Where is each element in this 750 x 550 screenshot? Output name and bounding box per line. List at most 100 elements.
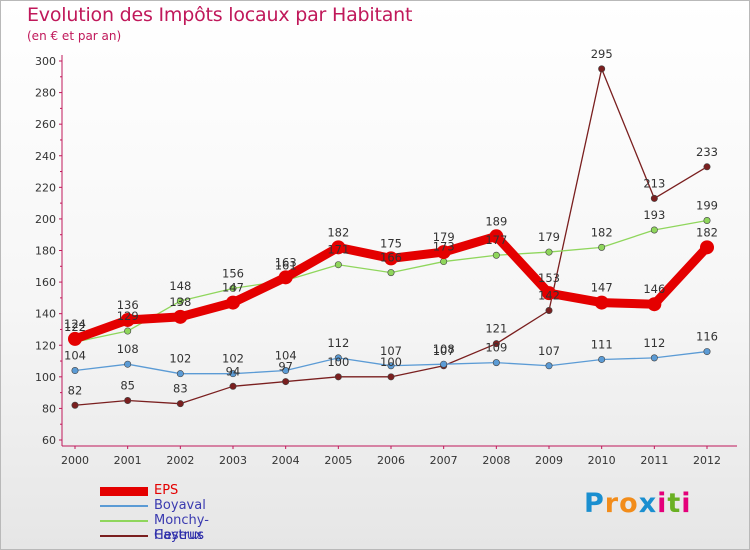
- legend-label: Hestrus: [154, 528, 205, 543]
- data-point-boyaval: [440, 360, 448, 368]
- data-label-eps: 146: [643, 282, 665, 296]
- data-point-eps: [173, 309, 188, 324]
- logo-letter: r: [604, 488, 620, 519]
- data-label-monchy-cayeux: 156: [222, 266, 244, 280]
- data-point-boyaval: [598, 355, 606, 363]
- x-tick-label: 2005: [324, 454, 352, 467]
- data-point-hestrus: [176, 400, 184, 408]
- chart-subtitle: (en € et par an): [27, 29, 122, 43]
- data-label-monchy-cayeux: 171: [327, 243, 349, 257]
- legend-label: EPS: [154, 483, 179, 498]
- data-point-eps: [384, 251, 398, 266]
- data-label-boyaval: 104: [275, 349, 297, 363]
- y-tick-label: 240: [35, 150, 56, 163]
- logo-letter: P: [584, 488, 605, 519]
- logo-letter: t: [667, 488, 682, 519]
- data-point-eps: [226, 295, 240, 310]
- data-label-hestrus: 83: [173, 382, 188, 396]
- data-label-monchy-cayeux: 129: [117, 309, 139, 323]
- data-point-eps: [120, 312, 135, 327]
- y-tick-label: 80: [42, 402, 56, 415]
- data-label-eps: 182: [696, 225, 718, 239]
- data-point-eps: [489, 229, 504, 244]
- data-label-boyaval: 108: [433, 342, 455, 356]
- x-tick-label: 2008: [482, 454, 510, 467]
- logo-letter: o: [619, 488, 639, 519]
- x-tick-label: 2003: [219, 454, 247, 467]
- data-label-eps: 175: [380, 236, 402, 250]
- y-tick-label: 300: [35, 55, 56, 68]
- data-label-hestrus: 97: [278, 360, 293, 374]
- data-label-hestrus: 142: [538, 289, 560, 303]
- data-label-boyaval: 112: [327, 336, 349, 350]
- x-tick-label: 2002: [166, 454, 194, 467]
- data-point-boyaval: [387, 362, 395, 370]
- logo-letter: i: [657, 488, 668, 519]
- y-tick-label: 100: [35, 371, 56, 384]
- data-label-monchy-cayeux: 182: [591, 225, 613, 239]
- data-label-hestrus: 100: [327, 355, 349, 369]
- x-tick-label: 2007: [430, 454, 458, 467]
- x-tick-label: 2010: [588, 454, 616, 467]
- data-label-eps: 189: [485, 214, 507, 228]
- data-label-hestrus: 295: [591, 47, 613, 61]
- x-tick-label: 2000: [61, 454, 89, 467]
- data-label-hestrus: 94: [226, 364, 241, 378]
- data-point-monchy-cayeux: [440, 258, 448, 266]
- data-point-boyaval: [124, 360, 132, 368]
- data-label-monchy-cayeux: 177: [485, 233, 507, 247]
- data-label-monchy-cayeux: 193: [643, 208, 665, 222]
- data-point-hestrus: [598, 65, 606, 73]
- data-label-eps: 163: [275, 255, 297, 269]
- data-label-monchy-cayeux: 199: [696, 198, 718, 212]
- data-point-boyaval: [650, 354, 658, 362]
- legend-swatch: [100, 520, 148, 522]
- y-tick-label: 160: [35, 276, 56, 289]
- data-label-boyaval: 102: [169, 352, 191, 366]
- data-point-boyaval: [282, 367, 290, 375]
- data-point-eps: [278, 270, 293, 285]
- data-label-eps: 147: [222, 281, 244, 295]
- data-point-hestrus: [124, 397, 132, 405]
- data-point-monchy-cayeux: [124, 327, 132, 335]
- data-point-eps: [647, 297, 662, 312]
- data-label-eps: 179: [433, 230, 455, 244]
- data-label-monchy-cayeux: 122: [64, 320, 86, 334]
- data-point-monchy-cayeux: [334, 261, 342, 269]
- data-label-boyaval: 107: [538, 344, 560, 358]
- data-label-hestrus: 233: [696, 145, 718, 159]
- y-tick-label: 200: [35, 213, 56, 226]
- data-label-boyaval: 104: [64, 349, 86, 363]
- data-point-boyaval: [71, 367, 79, 375]
- data-point-monchy-cayeux: [598, 243, 606, 251]
- data-point-eps: [436, 245, 451, 260]
- y-tick-label: 140: [35, 308, 56, 321]
- data-label-hestrus: 100: [380, 355, 402, 369]
- data-point-eps: [542, 286, 556, 301]
- data-point-hestrus: [650, 194, 658, 202]
- data-label-eps: 138: [169, 295, 191, 309]
- data-label-eps: 136: [117, 298, 139, 312]
- data-point-boyaval: [492, 359, 500, 367]
- legend-label: Boyaval: [154, 498, 206, 513]
- data-label-boyaval: 116: [696, 330, 718, 344]
- x-tick-label: 2001: [114, 454, 142, 467]
- chart-title: Evolution des Impôts locaux par Habitant: [27, 4, 413, 26]
- data-label-hestrus: 213: [643, 176, 665, 190]
- data-point-monchy-cayeux: [703, 216, 711, 224]
- legend-swatch: [100, 505, 148, 507]
- data-point-boyaval: [229, 370, 237, 378]
- data-point-boyaval: [703, 348, 711, 356]
- data-point-eps: [594, 295, 609, 310]
- y-tick-label: 260: [35, 118, 56, 131]
- data-point-monchy-cayeux: [229, 284, 237, 292]
- legend-label: Monchy-Cayeux: [154, 513, 209, 543]
- data-point-hestrus: [545, 307, 553, 315]
- data-label-boyaval: 108: [117, 342, 139, 356]
- legend-swatch: [100, 535, 148, 537]
- data-point-hestrus: [492, 340, 500, 348]
- data-point-hestrus: [282, 378, 290, 386]
- data-label-boyaval: 109: [485, 341, 507, 355]
